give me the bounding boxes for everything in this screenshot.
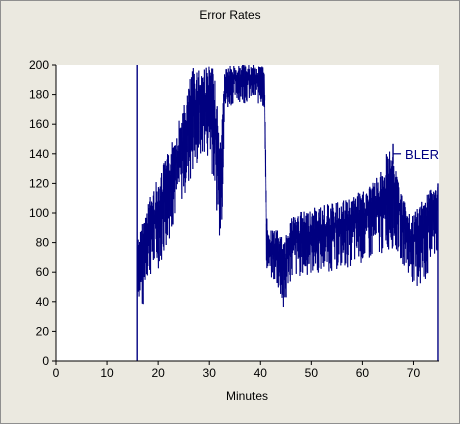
y-tick-label: 60 — [36, 265, 50, 279]
y-tick-label: 140 — [29, 147, 49, 161]
y-tick-label: 20 — [36, 324, 50, 338]
y-tick-label: 40 — [36, 295, 50, 309]
series-layer — [136, 65, 439, 361]
x-tick-label: 0 — [53, 366, 60, 380]
x-tick-label: 50 — [305, 366, 319, 380]
x-tick-label: 70 — [407, 366, 421, 380]
y-tick-label: 100 — [29, 206, 49, 220]
y-tick-label: 160 — [29, 117, 49, 131]
x-tick-label: 30 — [203, 366, 217, 380]
annotation-layer: BLER — [392, 143, 439, 164]
y-tick-label: 180 — [29, 88, 49, 102]
y-tick-label: 120 — [29, 176, 49, 190]
x-tick-label: 60 — [356, 366, 370, 380]
series-label-bler: BLER — [405, 147, 439, 162]
x-tick-label: 10 — [100, 366, 114, 380]
y-tick-label: 200 — [29, 58, 49, 72]
y-tick-label: 0 — [42, 354, 49, 368]
x-tick-label: 20 — [151, 366, 165, 380]
x-tick-label: 40 — [254, 366, 268, 380]
chart-title: Error Rates — [199, 8, 260, 22]
x-ticks: 0 10 20 30 40 50 60 70 — [53, 361, 421, 380]
x-axis-label: Minutes — [226, 389, 268, 403]
series-bler — [136, 65, 439, 361]
y-tick-label: 80 — [36, 236, 50, 250]
y-ticks: 0 20 40 60 80 100 120 140 160 180 200 — [29, 58, 56, 368]
